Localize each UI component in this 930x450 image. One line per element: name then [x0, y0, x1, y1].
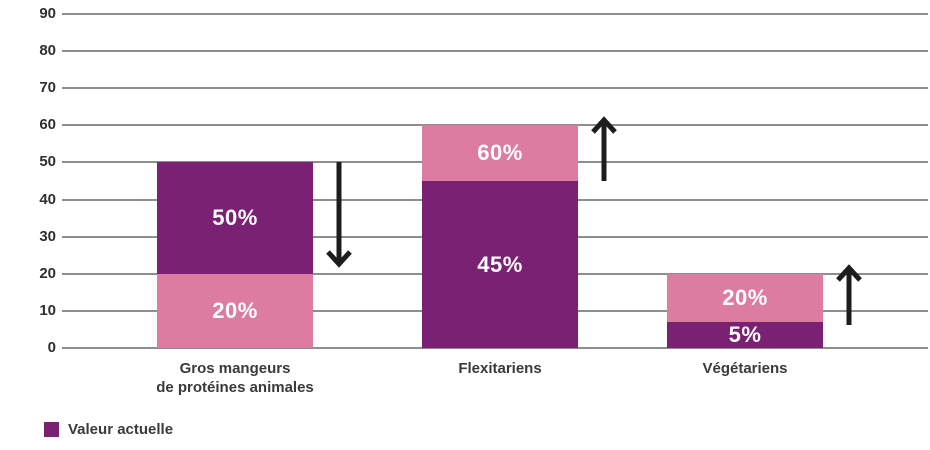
gridline [62, 87, 928, 90]
legend-swatch-valeur-actuelle [44, 422, 59, 437]
y-axis-tick-label: 50 [39, 153, 56, 171]
category-label: Gros mangeurs de protéines animales [95, 359, 375, 397]
trend-arrow-down [326, 162, 352, 269]
category-label: Flexitariens [360, 359, 640, 378]
bar-value-label: 50% [212, 205, 258, 231]
y-axis-tick-label: 40 [39, 190, 56, 208]
bar-segment-purple: 45% [422, 181, 578, 348]
y-axis-tick-label: 90 [39, 5, 56, 22]
bar-value-label: 5% [728, 322, 762, 347]
gridline [62, 347, 928, 349]
bar-segment-purple: 5% [667, 322, 823, 348]
y-axis-tick-label: 80 [39, 42, 56, 60]
y-axis-tick-label: 0 [47, 339, 56, 356]
legend-label: Valeur actuelle [68, 421, 174, 438]
trend-arrow-up [591, 116, 617, 181]
y-axis-tick-label: 70 [39, 79, 56, 97]
bar-value-label: 20% [722, 284, 768, 310]
bar-segment-purple: 50% [157, 162, 313, 274]
trend-arrow-up [836, 264, 862, 326]
gridline [62, 13, 928, 15]
bar-segment-pink: 20% [667, 273, 823, 322]
category-label: Végétariens [605, 359, 885, 378]
bar-value-label: 60% [477, 140, 523, 166]
y-axis-tick-label: 60 [39, 116, 56, 134]
category-label-line: Flexitariens [458, 360, 542, 377]
y-axis-tick-label: 10 [39, 301, 56, 319]
legend: Valeur actuelle [44, 421, 173, 438]
gridline [62, 50, 928, 53]
bar-value-label: 45% [477, 251, 523, 277]
category-label-line: Gros mangeurs [179, 360, 291, 377]
bar-value-label: 20% [212, 297, 258, 323]
category-label-line: Végétariens [702, 360, 788, 377]
bar-segment-pink: 60% [422, 125, 578, 181]
bar-segment-pink: 20% [157, 273, 313, 348]
category-label-line: de protéines animales [156, 379, 314, 396]
y-axis-tick-label: 30 [39, 227, 56, 245]
y-axis-tick-label: 20 [39, 264, 56, 282]
